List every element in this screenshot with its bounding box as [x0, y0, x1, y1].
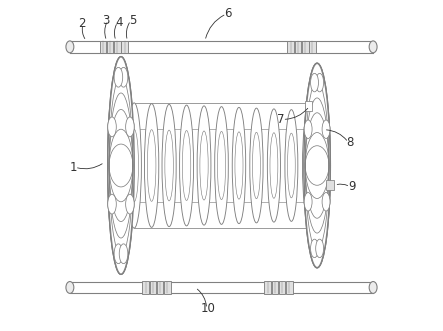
Ellipse shape — [304, 120, 312, 138]
Ellipse shape — [253, 132, 260, 199]
Ellipse shape — [304, 63, 330, 268]
Bar — [288, 41, 294, 53]
Ellipse shape — [119, 244, 128, 264]
Ellipse shape — [108, 194, 117, 214]
Ellipse shape — [316, 73, 323, 92]
Ellipse shape — [322, 120, 330, 138]
Ellipse shape — [200, 131, 208, 200]
Ellipse shape — [114, 244, 123, 264]
Ellipse shape — [268, 109, 280, 222]
Ellipse shape — [108, 57, 134, 274]
Ellipse shape — [108, 194, 117, 214]
Ellipse shape — [119, 67, 128, 87]
Bar — [100, 41, 106, 53]
Ellipse shape — [126, 117, 134, 137]
Bar — [305, 101, 312, 111]
Bar — [279, 281, 285, 294]
Bar — [264, 281, 271, 294]
Ellipse shape — [162, 104, 176, 227]
Ellipse shape — [316, 239, 323, 258]
Bar — [286, 281, 293, 294]
Ellipse shape — [114, 67, 123, 87]
Text: 1: 1 — [70, 161, 77, 174]
Ellipse shape — [126, 194, 134, 214]
Ellipse shape — [127, 103, 141, 228]
Text: 6: 6 — [224, 7, 232, 21]
Ellipse shape — [250, 108, 263, 223]
Ellipse shape — [232, 107, 246, 224]
Ellipse shape — [322, 193, 330, 211]
Ellipse shape — [119, 67, 128, 87]
Ellipse shape — [316, 73, 323, 92]
Ellipse shape — [303, 111, 315, 220]
Ellipse shape — [114, 244, 123, 264]
Ellipse shape — [218, 131, 225, 200]
Bar — [295, 41, 301, 53]
Ellipse shape — [322, 120, 330, 138]
Text: 10: 10 — [201, 303, 216, 315]
Ellipse shape — [66, 282, 74, 293]
Ellipse shape — [108, 57, 134, 274]
Ellipse shape — [304, 63, 330, 268]
Ellipse shape — [126, 194, 134, 214]
Ellipse shape — [114, 67, 123, 87]
Ellipse shape — [148, 130, 156, 201]
Ellipse shape — [66, 41, 74, 53]
Ellipse shape — [369, 41, 377, 53]
Text: 9: 9 — [348, 180, 355, 193]
Ellipse shape — [179, 105, 194, 226]
Ellipse shape — [316, 239, 323, 258]
Ellipse shape — [126, 117, 134, 137]
Bar — [164, 281, 171, 294]
Bar — [302, 41, 308, 53]
Ellipse shape — [285, 110, 298, 221]
Text: 8: 8 — [346, 136, 354, 149]
Text: 4: 4 — [116, 16, 123, 28]
Text: 7: 7 — [277, 113, 284, 126]
Bar — [107, 41, 113, 53]
Ellipse shape — [288, 133, 295, 198]
Ellipse shape — [215, 107, 228, 224]
Ellipse shape — [183, 130, 191, 201]
Ellipse shape — [305, 134, 313, 197]
Bar — [157, 281, 163, 294]
Bar — [70, 282, 373, 293]
Ellipse shape — [311, 73, 319, 92]
Bar — [121, 41, 128, 53]
Ellipse shape — [304, 193, 312, 211]
Ellipse shape — [311, 239, 319, 258]
Bar — [272, 281, 278, 294]
Bar — [142, 281, 149, 294]
Text: 2: 2 — [78, 17, 85, 30]
Bar — [150, 281, 156, 294]
Bar — [326, 180, 334, 190]
Ellipse shape — [108, 117, 117, 137]
Ellipse shape — [108, 117, 117, 137]
Text: 5: 5 — [129, 14, 136, 27]
Bar — [114, 41, 120, 53]
Ellipse shape — [304, 120, 312, 138]
Ellipse shape — [235, 132, 243, 199]
Ellipse shape — [130, 129, 139, 202]
Ellipse shape — [144, 104, 159, 227]
Ellipse shape — [311, 73, 319, 92]
Bar — [309, 41, 316, 53]
Ellipse shape — [119, 244, 128, 264]
Ellipse shape — [304, 193, 312, 211]
Bar — [70, 41, 373, 53]
Ellipse shape — [311, 239, 319, 258]
Text: 3: 3 — [102, 14, 110, 27]
Ellipse shape — [197, 106, 211, 225]
Ellipse shape — [369, 282, 377, 293]
Ellipse shape — [165, 130, 173, 201]
Ellipse shape — [270, 133, 278, 198]
Ellipse shape — [322, 193, 330, 211]
